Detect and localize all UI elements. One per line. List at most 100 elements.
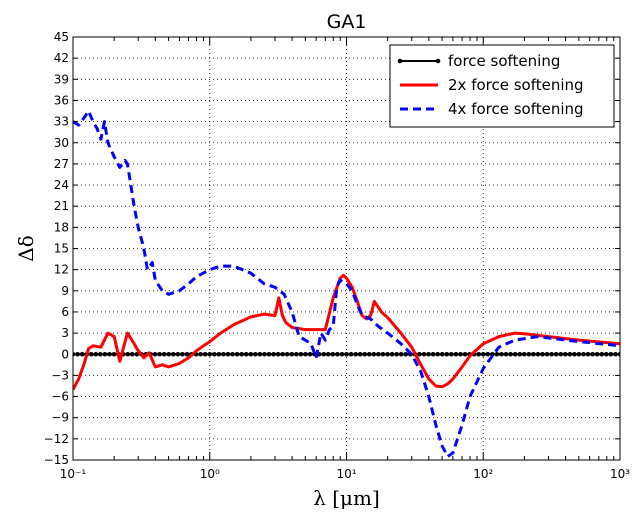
y-tick-label: 33: [54, 115, 69, 129]
series-point: [439, 351, 445, 357]
series-point: [170, 351, 176, 357]
series-point: [526, 351, 532, 357]
series-point: [604, 351, 609, 357]
series-point: [540, 351, 545, 357]
legend-box: [389, 44, 615, 128]
series-point: [585, 351, 591, 357]
series-point: [563, 351, 568, 357]
series-point: [102, 351, 108, 357]
series-point: [344, 351, 349, 357]
y-tick-label: 0: [61, 347, 69, 361]
y-tick-label: 9: [61, 284, 69, 298]
series-point: [544, 351, 550, 357]
y-tick-label: −3: [51, 368, 69, 382]
y-tick-label: −15: [44, 453, 69, 467]
series-group: [73, 351, 620, 357]
series-point: [417, 351, 422, 357]
series-point: [93, 351, 99, 357]
series-point: [325, 351, 331, 357]
series-point: [531, 351, 536, 357]
series-point: [389, 351, 395, 357]
series-point: [257, 351, 263, 357]
series-group: [73, 273, 620, 391]
y-tick-label: 45: [54, 30, 69, 44]
series-point: [590, 351, 595, 357]
series-point: [202, 351, 208, 357]
series-point: [426, 351, 431, 357]
x-tick-label: 10¹: [336, 467, 356, 481]
series-point: [79, 351, 85, 357]
series-point: [371, 351, 377, 357]
series-point: [494, 351, 500, 357]
series-point: [403, 351, 409, 357]
series-point: [357, 351, 363, 357]
series-point: [134, 351, 140, 357]
series-point: [362, 351, 368, 357]
y-tick-label: 3: [61, 326, 69, 340]
series-point: [230, 351, 235, 357]
y-tick-label: −12: [44, 432, 69, 446]
series-point: [339, 351, 345, 357]
legend-label: 4x force softening: [448, 100, 584, 118]
series-point: [129, 351, 135, 357]
series-point: [303, 351, 308, 357]
series-point: [535, 351, 541, 357]
series-point: [558, 351, 564, 357]
series-point: [280, 351, 285, 357]
series-point: [307, 351, 313, 357]
y-tick-label: −6: [51, 390, 69, 404]
x-tick-label: 10⁰: [200, 467, 220, 481]
series-point: [517, 351, 523, 357]
legend-marker: [435, 58, 441, 64]
series-point: [376, 351, 381, 357]
series-point: [175, 351, 181, 357]
series-point: [385, 351, 390, 357]
series-point: [462, 351, 468, 357]
series-point: [111, 351, 117, 357]
legend: force softening 2x force softening 4x forc…: [389, 44, 615, 128]
series-point: [248, 351, 254, 357]
series-point: [499, 351, 504, 357]
x-tick-label: 10³: [610, 467, 630, 481]
series-point: [161, 351, 167, 357]
series-point: [599, 351, 605, 357]
y-tick-label: 12: [54, 263, 69, 277]
axis-ticks: −15−12−9−6−30369121518212427303336394245…: [44, 30, 631, 481]
series-point: [180, 351, 185, 357]
series-point: [253, 351, 258, 357]
series-point: [449, 351, 454, 357]
series-point: [435, 351, 440, 357]
y-tick-label: −9: [51, 411, 69, 425]
series-point: [394, 351, 399, 357]
series-point: [107, 351, 112, 357]
series-point: [207, 351, 213, 357]
x-tick-label: 10²: [473, 467, 493, 481]
series-point: [239, 351, 244, 357]
series-point: [335, 351, 340, 357]
series-point: [521, 351, 527, 357]
y-tick-label: 18: [54, 220, 69, 234]
series-point: [480, 351, 486, 357]
y-tick-label: 24: [54, 178, 69, 192]
series-point: [608, 351, 614, 357]
plot-series: [73, 109, 620, 458]
series-point: [275, 351, 281, 357]
legend-marker: [397, 58, 403, 64]
series-point: [98, 351, 103, 357]
series-point: [184, 351, 190, 357]
series-point: [221, 351, 226, 357]
series-point: [476, 351, 481, 357]
series-point: [453, 351, 459, 357]
series-line-4x-force-softening: [73, 109, 620, 458]
series-point: [572, 351, 577, 357]
series-point: [581, 351, 586, 357]
series-point: [88, 351, 94, 357]
series-point: [549, 351, 554, 357]
series-point: [503, 351, 509, 357]
series-point: [508, 351, 513, 357]
series-point: [430, 351, 436, 357]
y-tick-label: 39: [54, 72, 69, 86]
series-point: [485, 351, 491, 357]
series-point: [512, 351, 518, 357]
